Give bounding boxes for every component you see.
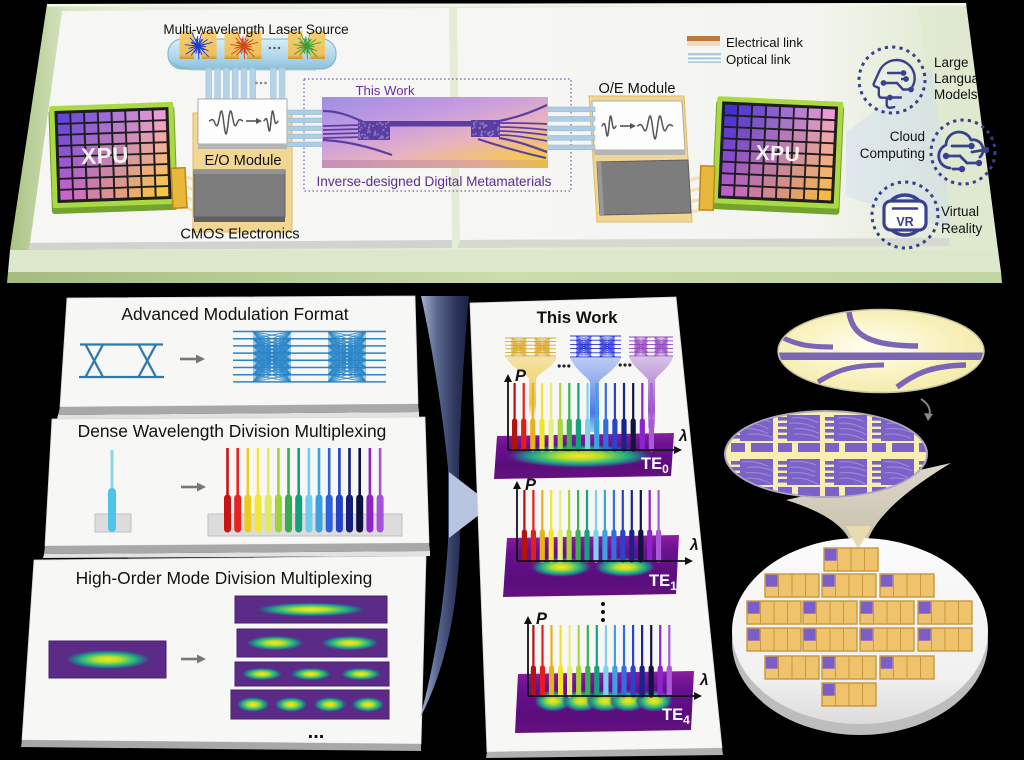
svg-text:VR: VR (896, 215, 913, 229)
svg-text:This Work: This Work (355, 83, 415, 98)
svg-text:TE4: TE4 (662, 706, 690, 727)
svg-text:Large: Large (934, 55, 969, 70)
svg-text:XPU: XPU (81, 142, 130, 169)
svg-text:TE0: TE0 (641, 455, 669, 476)
svg-text:TE1: TE1 (649, 572, 677, 593)
svg-text:Inverse-designed Digital Metam: Inverse-designed Digital Metamaterials (317, 174, 552, 189)
svg-text:Dense Wavelength Division Mult: Dense Wavelength Division Multiplexing (78, 421, 387, 441)
svg-text:Computing: Computing (860, 146, 925, 161)
svg-text:λ: λ (689, 537, 699, 554)
svg-text:Advanced Modulation Format: Advanced Modulation Format (121, 304, 348, 324)
svg-text:Models: Models (934, 87, 978, 102)
svg-text:This Work: This Work (537, 308, 618, 327)
svg-text:Electrical link: Electrical link (726, 35, 803, 50)
svg-text:Optical link: Optical link (726, 52, 791, 67)
svg-text:CMOS Electronics: CMOS Electronics (180, 227, 299, 243)
svg-text:λ: λ (678, 428, 688, 445)
svg-text:High-Order Mode Division Multi: High-Order Mode Division Multiplexing (76, 568, 373, 588)
svg-text:Multi-wavelength Laser Source: Multi-wavelength Laser Source (163, 22, 348, 37)
svg-text:Virtual: Virtual (941, 204, 979, 219)
svg-text:...: ... (308, 721, 325, 743)
svg-text:XPU: XPU (755, 141, 801, 166)
svg-text:P: P (515, 367, 527, 385)
svg-text:Reality: Reality (941, 221, 983, 236)
svg-text:Cloud: Cloud (890, 129, 925, 144)
svg-text:E/O Module: E/O Module (204, 153, 281, 169)
svg-text:P: P (525, 476, 537, 494)
svg-text:λ: λ (699, 672, 709, 689)
svg-text:O/E Module: O/E Module (598, 81, 675, 97)
svg-text:P: P (536, 610, 548, 628)
